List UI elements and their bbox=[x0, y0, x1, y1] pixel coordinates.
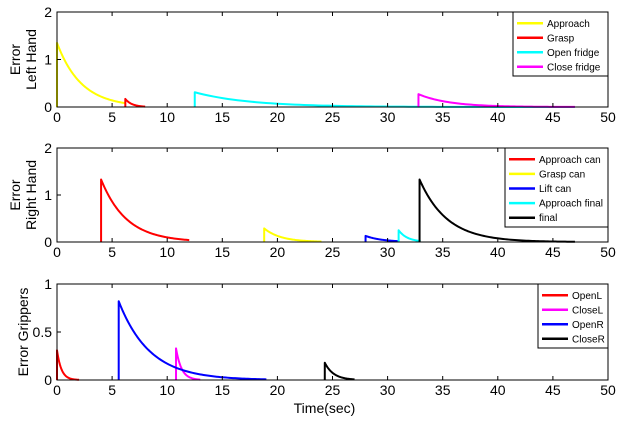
legend-label-grasp: Grasp bbox=[547, 33, 575, 44]
legend-label-approach-can: Approach can bbox=[539, 155, 601, 166]
y-axis-label: ErrorRight Hand bbox=[7, 160, 39, 230]
legend: OpenL CloseL OpenR CloseR bbox=[537, 283, 609, 349]
x-tick-label: 10 bbox=[159, 109, 175, 125]
legend-label-close-fridge: Close fridge bbox=[547, 62, 601, 73]
y-tick-label: 0.5 bbox=[33, 324, 53, 340]
x-tick-label: 40 bbox=[490, 382, 506, 398]
x-tick-label: 30 bbox=[380, 382, 396, 398]
legend: Approach can Grasp can Lift can Approach fi… bbox=[504, 147, 609, 228]
series-line-closel bbox=[175, 347, 201, 381]
x-axis-label: Time(sec) bbox=[294, 400, 356, 416]
series-group bbox=[56, 41, 575, 108]
legend-label-grasp-can: Grasp can bbox=[539, 169, 585, 180]
x-tick-label: 45 bbox=[545, 109, 561, 125]
y-axis-label-line: Error Grippers bbox=[15, 288, 31, 377]
x-tick-label: 50 bbox=[600, 382, 616, 398]
series-line-approach-final bbox=[397, 229, 422, 243]
series-line-close-fridge bbox=[417, 93, 575, 108]
x-tick-label: 45 bbox=[545, 382, 561, 398]
legend-label-open-fridge: Open fridge bbox=[547, 48, 600, 59]
series-line-openr bbox=[117, 300, 267, 381]
y-tick-label: 0 bbox=[44, 99, 52, 115]
x-tick-label: 20 bbox=[270, 382, 286, 398]
x-tick-label: 30 bbox=[380, 109, 396, 125]
x-tick-label: 40 bbox=[490, 109, 506, 125]
legend: Approach Grasp Open fridge Close fridge bbox=[512, 11, 609, 77]
series-line-closer bbox=[323, 361, 356, 381]
x-tick-label: 10 bbox=[159, 244, 175, 260]
y-tick-label: 2 bbox=[44, 140, 52, 156]
x-tick-label: 5 bbox=[108, 382, 116, 398]
x-tick-label: 35 bbox=[435, 109, 451, 125]
legend-label-closer: CloseR bbox=[572, 334, 605, 345]
x-tick-label: 50 bbox=[600, 244, 616, 260]
series-group bbox=[56, 300, 356, 381]
legend-label-lift-can: Lift can bbox=[539, 184, 571, 195]
series-line-grasp bbox=[124, 97, 146, 108]
x-tick-label: 35 bbox=[435, 382, 451, 398]
x-tick-label: 0 bbox=[53, 244, 61, 260]
x-tick-label: 10 bbox=[159, 382, 175, 398]
x-tick-label: 0 bbox=[53, 109, 61, 125]
x-tick-label: 20 bbox=[270, 244, 286, 260]
series-line-open-fridge bbox=[193, 91, 575, 108]
legend-label-final: final bbox=[539, 213, 557, 224]
chart-panel-3: 0 5 10 15 20 25 30 35 40 45 50 0 0.5 1 Error Grippers T… bbox=[15, 276, 616, 416]
x-tick-label: 35 bbox=[435, 244, 451, 260]
x-tick-label: 5 bbox=[108, 109, 116, 125]
y-axis-label-line: Left Hand bbox=[23, 29, 39, 90]
x-tick-label: 30 bbox=[380, 244, 396, 260]
legend-label-closel: CloseL bbox=[572, 305, 604, 316]
x-tick-label: 20 bbox=[270, 109, 286, 125]
x-tick-label: 25 bbox=[325, 109, 341, 125]
y-axis-label: Error Grippers bbox=[15, 288, 31, 377]
x-tick-label: 25 bbox=[325, 382, 341, 398]
series-line-final bbox=[418, 178, 575, 243]
y-tick-label: 2 bbox=[44, 4, 52, 20]
x-tick-label: 5 bbox=[108, 244, 116, 260]
series-line-approach bbox=[56, 41, 126, 107]
y-tick-label: 1 bbox=[44, 276, 52, 292]
y-tick-label: 1 bbox=[44, 52, 52, 68]
legend-label-openl: OpenL bbox=[572, 291, 602, 302]
chart-panel-1: 0 5 10 15 20 25 30 35 40 45 50 0 1 2 ErrorLeft Hand App… bbox=[7, 4, 616, 125]
legend-label-approach-final: Approach final bbox=[539, 199, 603, 210]
y-tick-label: 0 bbox=[44, 234, 52, 250]
series-line-approach-can bbox=[100, 178, 190, 242]
series-line-openl bbox=[56, 349, 80, 381]
x-tick-label: 45 bbox=[545, 244, 561, 260]
y-tick-label: 0 bbox=[44, 372, 52, 388]
x-tick-label: 0 bbox=[53, 382, 61, 398]
x-tick-label: 15 bbox=[215, 244, 231, 260]
x-tick-label: 25 bbox=[325, 244, 341, 260]
y-axis-label-line: Right Hand bbox=[23, 160, 39, 230]
legend-label-openr: OpenR bbox=[572, 320, 604, 331]
x-tick-label: 50 bbox=[600, 109, 616, 125]
series-line-grasp-can bbox=[263, 227, 322, 243]
series-line-lift-can bbox=[364, 234, 400, 243]
y-axis-label-line: Error bbox=[7, 179, 23, 210]
x-tick-label: 15 bbox=[215, 109, 231, 125]
y-axis-label-line: Error bbox=[7, 44, 23, 75]
series-group bbox=[100, 178, 575, 243]
y-axis-label: ErrorLeft Hand bbox=[7, 29, 39, 90]
legend-label-approach: Approach bbox=[547, 19, 590, 30]
plot-frame bbox=[56, 283, 609, 381]
y-tick-label: 1 bbox=[44, 187, 52, 203]
x-tick-label: 40 bbox=[490, 244, 506, 260]
x-tick-label: 15 bbox=[215, 382, 231, 398]
chart-panel-2: 0 5 10 15 20 25 30 35 40 45 50 0 1 2 ErrorRight Hand Ap… bbox=[7, 140, 616, 260]
